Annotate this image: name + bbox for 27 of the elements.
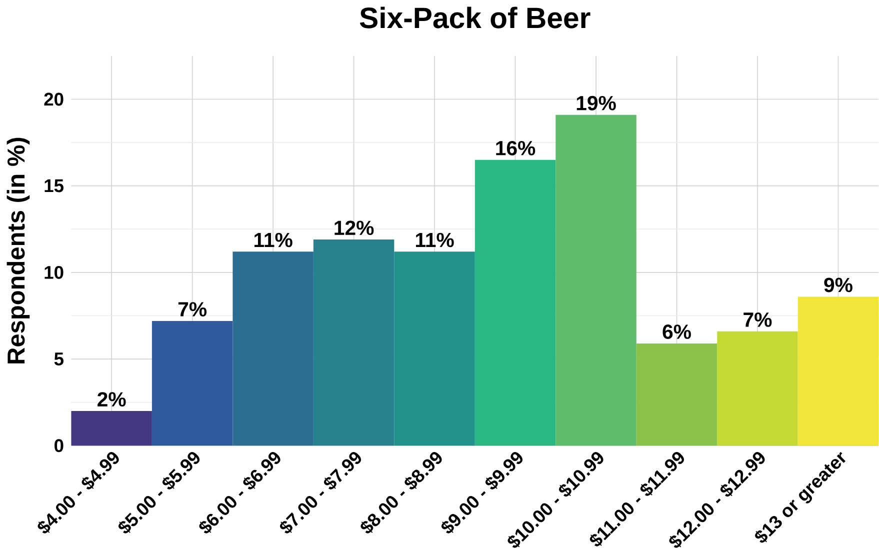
- y-tick-label: 15: [44, 179, 64, 192]
- data-label: 9%: [824, 278, 852, 292]
- y-tick-label: 10: [44, 266, 64, 279]
- bar: [394, 251, 475, 446]
- data-label: 11%: [416, 232, 454, 247]
- y-tick-label: 20: [44, 92, 64, 106]
- y-tick-label: 0: [54, 438, 64, 452]
- bar: [71, 410, 152, 446]
- data-label: 16%: [496, 140, 536, 156]
- chart-title: Six-Pack of Beer: [360, 6, 590, 28]
- bar: [636, 343, 718, 446]
- data-label: 12%: [334, 220, 374, 235]
- bar: [152, 320, 233, 446]
- bar: [798, 296, 879, 446]
- data-label: 19%: [576, 96, 616, 110]
- y-axis-title: Respondents (in %): [6, 138, 30, 364]
- y-tick-label: 5: [54, 352, 64, 366]
- bar: [717, 331, 798, 446]
- data-label: 6%: [662, 324, 691, 339]
- bar: [232, 251, 314, 446]
- data-label: 2%: [98, 392, 126, 406]
- bar: [474, 160, 556, 446]
- bar: [313, 239, 394, 446]
- data-label: 7%: [178, 302, 207, 316]
- data-label: 11%: [254, 232, 292, 247]
- bar: [556, 114, 636, 446]
- data-label: 7%: [744, 312, 772, 327]
